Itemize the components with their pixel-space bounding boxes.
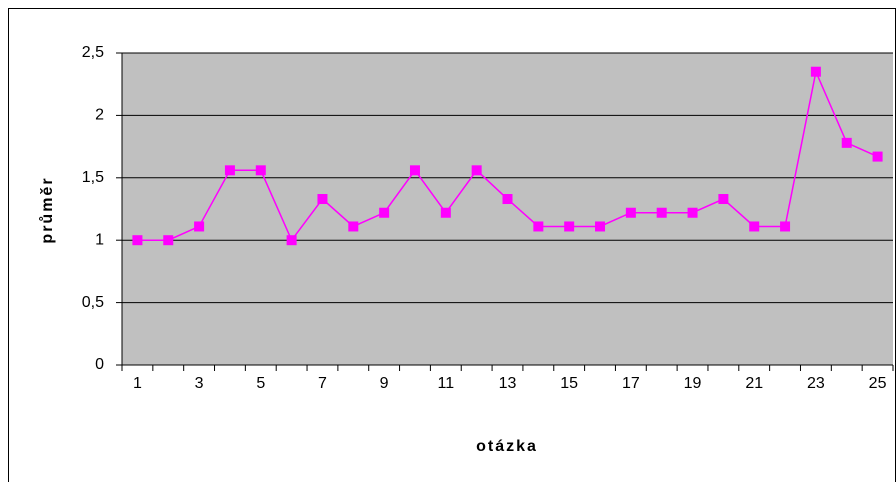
- marker: [841, 137, 852, 148]
- x-tick-label: 19: [684, 375, 702, 392]
- marker: [625, 207, 636, 218]
- x-tick-label: 1: [133, 375, 142, 392]
- plot-area: [122, 53, 893, 365]
- marker: [595, 221, 606, 232]
- x-tick-label: 25: [869, 375, 887, 392]
- y-tick-label: 0: [95, 356, 104, 373]
- x-tick-label: 11: [438, 375, 455, 392]
- marker: [163, 235, 174, 246]
- x-tick-label: 9: [380, 375, 389, 392]
- marker: [132, 235, 143, 246]
- marker: [687, 207, 698, 218]
- y-tick-label: 1,5: [82, 169, 104, 186]
- marker: [656, 207, 667, 218]
- y-tick-label: 1: [95, 231, 104, 248]
- x-tick-label: 15: [560, 375, 578, 392]
- marker: [471, 165, 482, 176]
- marker: [872, 151, 883, 162]
- y-tick-label: 0,5: [82, 294, 104, 311]
- marker: [348, 221, 359, 232]
- marker: [533, 221, 544, 232]
- x-tick-label: 23: [807, 375, 825, 392]
- x-tick-label: 3: [195, 375, 204, 392]
- marker: [564, 221, 575, 232]
- x-tick-label: 17: [622, 375, 640, 392]
- marker: [286, 235, 297, 246]
- x-tick-label: 13: [499, 375, 517, 392]
- marker: [409, 165, 420, 176]
- marker: [255, 165, 266, 176]
- marker: [194, 221, 205, 232]
- y-tick-label: 2,5: [82, 44, 104, 61]
- x-tick-label: 7: [318, 375, 327, 392]
- marker: [224, 165, 235, 176]
- marker: [379, 207, 390, 218]
- x-tick-label: 5: [256, 375, 265, 392]
- marker: [780, 221, 791, 232]
- marker: [810, 66, 821, 77]
- marker: [440, 207, 451, 218]
- y-tick-label: 2: [95, 107, 104, 124]
- marker: [502, 194, 513, 205]
- marker: [749, 221, 760, 232]
- marker: [317, 194, 328, 205]
- x-tick-label: 21: [745, 375, 763, 392]
- y-axis-title: průměr: [39, 176, 56, 243]
- marker: [718, 194, 729, 205]
- x-axis-title: otázka: [476, 438, 538, 455]
